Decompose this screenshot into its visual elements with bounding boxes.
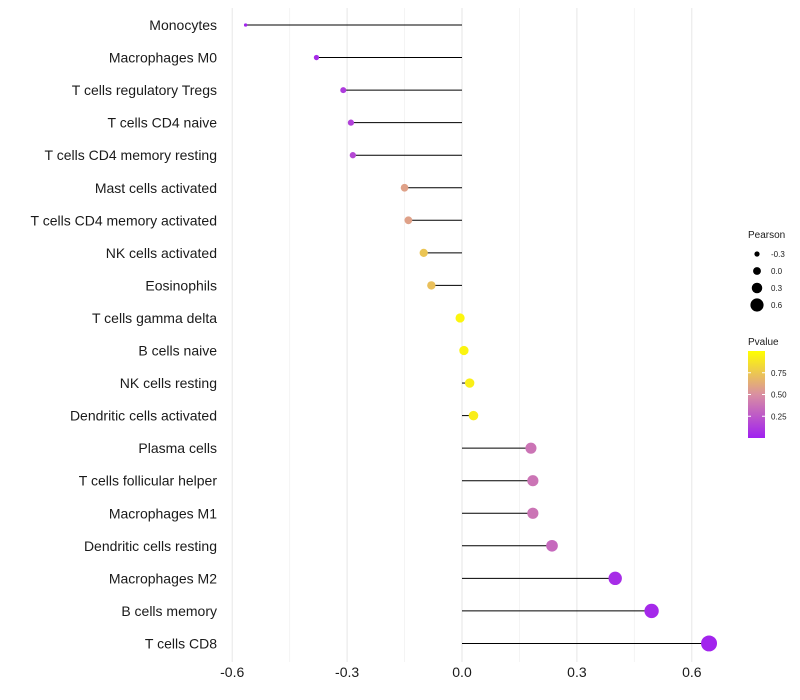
category-label: T cells CD8 <box>145 635 217 651</box>
lollipop-point <box>243 23 248 27</box>
lollipop-point <box>313 54 320 61</box>
category-label: B cells memory <box>121 603 217 619</box>
category-label: NK cells activated <box>106 245 217 261</box>
category-label: Dendritic cells activated <box>70 408 217 424</box>
lollipop-point <box>455 313 465 323</box>
size-legend-label: 0.0 <box>771 267 783 276</box>
lollipop-point <box>527 475 539 487</box>
grid-lines <box>231 8 693 662</box>
size-legend-key <box>753 267 761 275</box>
category-label: Monocytes <box>149 17 217 33</box>
lollipop-point <box>404 216 413 225</box>
lollipop-stems <box>245 24 710 644</box>
x-tick-label: 0.6 <box>682 664 702 680</box>
category-label: T cells gamma delta <box>92 310 217 326</box>
lollipop-points <box>243 23 718 652</box>
size-legend-label: 0.3 <box>771 284 783 293</box>
color-legend: Pvalue 0.25 0.50 0.75 <box>748 337 787 438</box>
category-label: T cells follicular helper <box>79 473 218 489</box>
lollipop-point <box>608 571 622 586</box>
x-tick-label: -0.3 <box>335 664 359 680</box>
lollipop-point <box>701 635 718 652</box>
category-label: B cells naive <box>138 343 217 359</box>
size-legend-label: -0.3 <box>771 250 785 259</box>
x-tick-label: 0.3 <box>567 664 587 680</box>
category-label: Eosinophils <box>145 277 217 293</box>
category-label: Plasma cells <box>138 440 217 456</box>
category-label: NK cells resting <box>120 375 217 391</box>
lollipop-point <box>546 539 558 552</box>
category-label: Macrophages M0 <box>109 50 217 66</box>
size-legend-key <box>750 298 764 312</box>
size-legend-label: 0.6 <box>771 301 783 310</box>
lollipop-point <box>400 183 409 192</box>
x-tick-label: 0.0 <box>452 664 472 680</box>
size-legend-title: Pearson <box>748 230 785 241</box>
category-labels: Monocytes Macrophages M0 T cells regulator… <box>31 17 218 651</box>
category-label: Mast cells activated <box>95 180 217 196</box>
x-tick-label: -0.6 <box>220 664 244 680</box>
lollipop-point <box>427 281 436 290</box>
lollipop-point <box>459 345 469 356</box>
lollipop-point <box>527 507 539 519</box>
lollipop-point <box>525 442 537 454</box>
category-label: Macrophages M2 <box>109 570 217 586</box>
category-label: Macrophages M1 <box>109 505 217 521</box>
category-label: T cells CD4 naive <box>108 115 218 131</box>
lollipop-point <box>419 248 428 257</box>
color-legend-bar <box>748 351 765 438</box>
category-label: Dendritic cells resting <box>84 538 217 554</box>
color-legend-title: Pvalue <box>748 337 779 348</box>
category-label: T cells CD4 memory resting <box>45 147 217 163</box>
lollipop-point <box>644 603 659 619</box>
color-legend-label: 0.25 <box>771 412 787 421</box>
category-label: T cells regulatory Tregs <box>72 82 217 98</box>
lollipop-point <box>349 152 356 159</box>
lollipop-point <box>347 119 355 126</box>
lollipop-point <box>340 87 347 94</box>
color-legend-label: 0.50 <box>771 391 787 400</box>
lollipop-point <box>468 410 479 421</box>
size-legend-key <box>754 251 760 257</box>
size-legend: Pearson -0.3 0.0 0.3 0.6 <box>748 230 785 312</box>
lollipop-point <box>464 378 475 388</box>
category-label: T cells CD4 memory activated <box>31 212 217 228</box>
x-axis-ticks: -0.6 -0.3 0.0 0.3 0.6 <box>220 664 702 680</box>
color-legend-label: 0.75 <box>771 369 787 378</box>
size-legend-key <box>751 282 763 294</box>
